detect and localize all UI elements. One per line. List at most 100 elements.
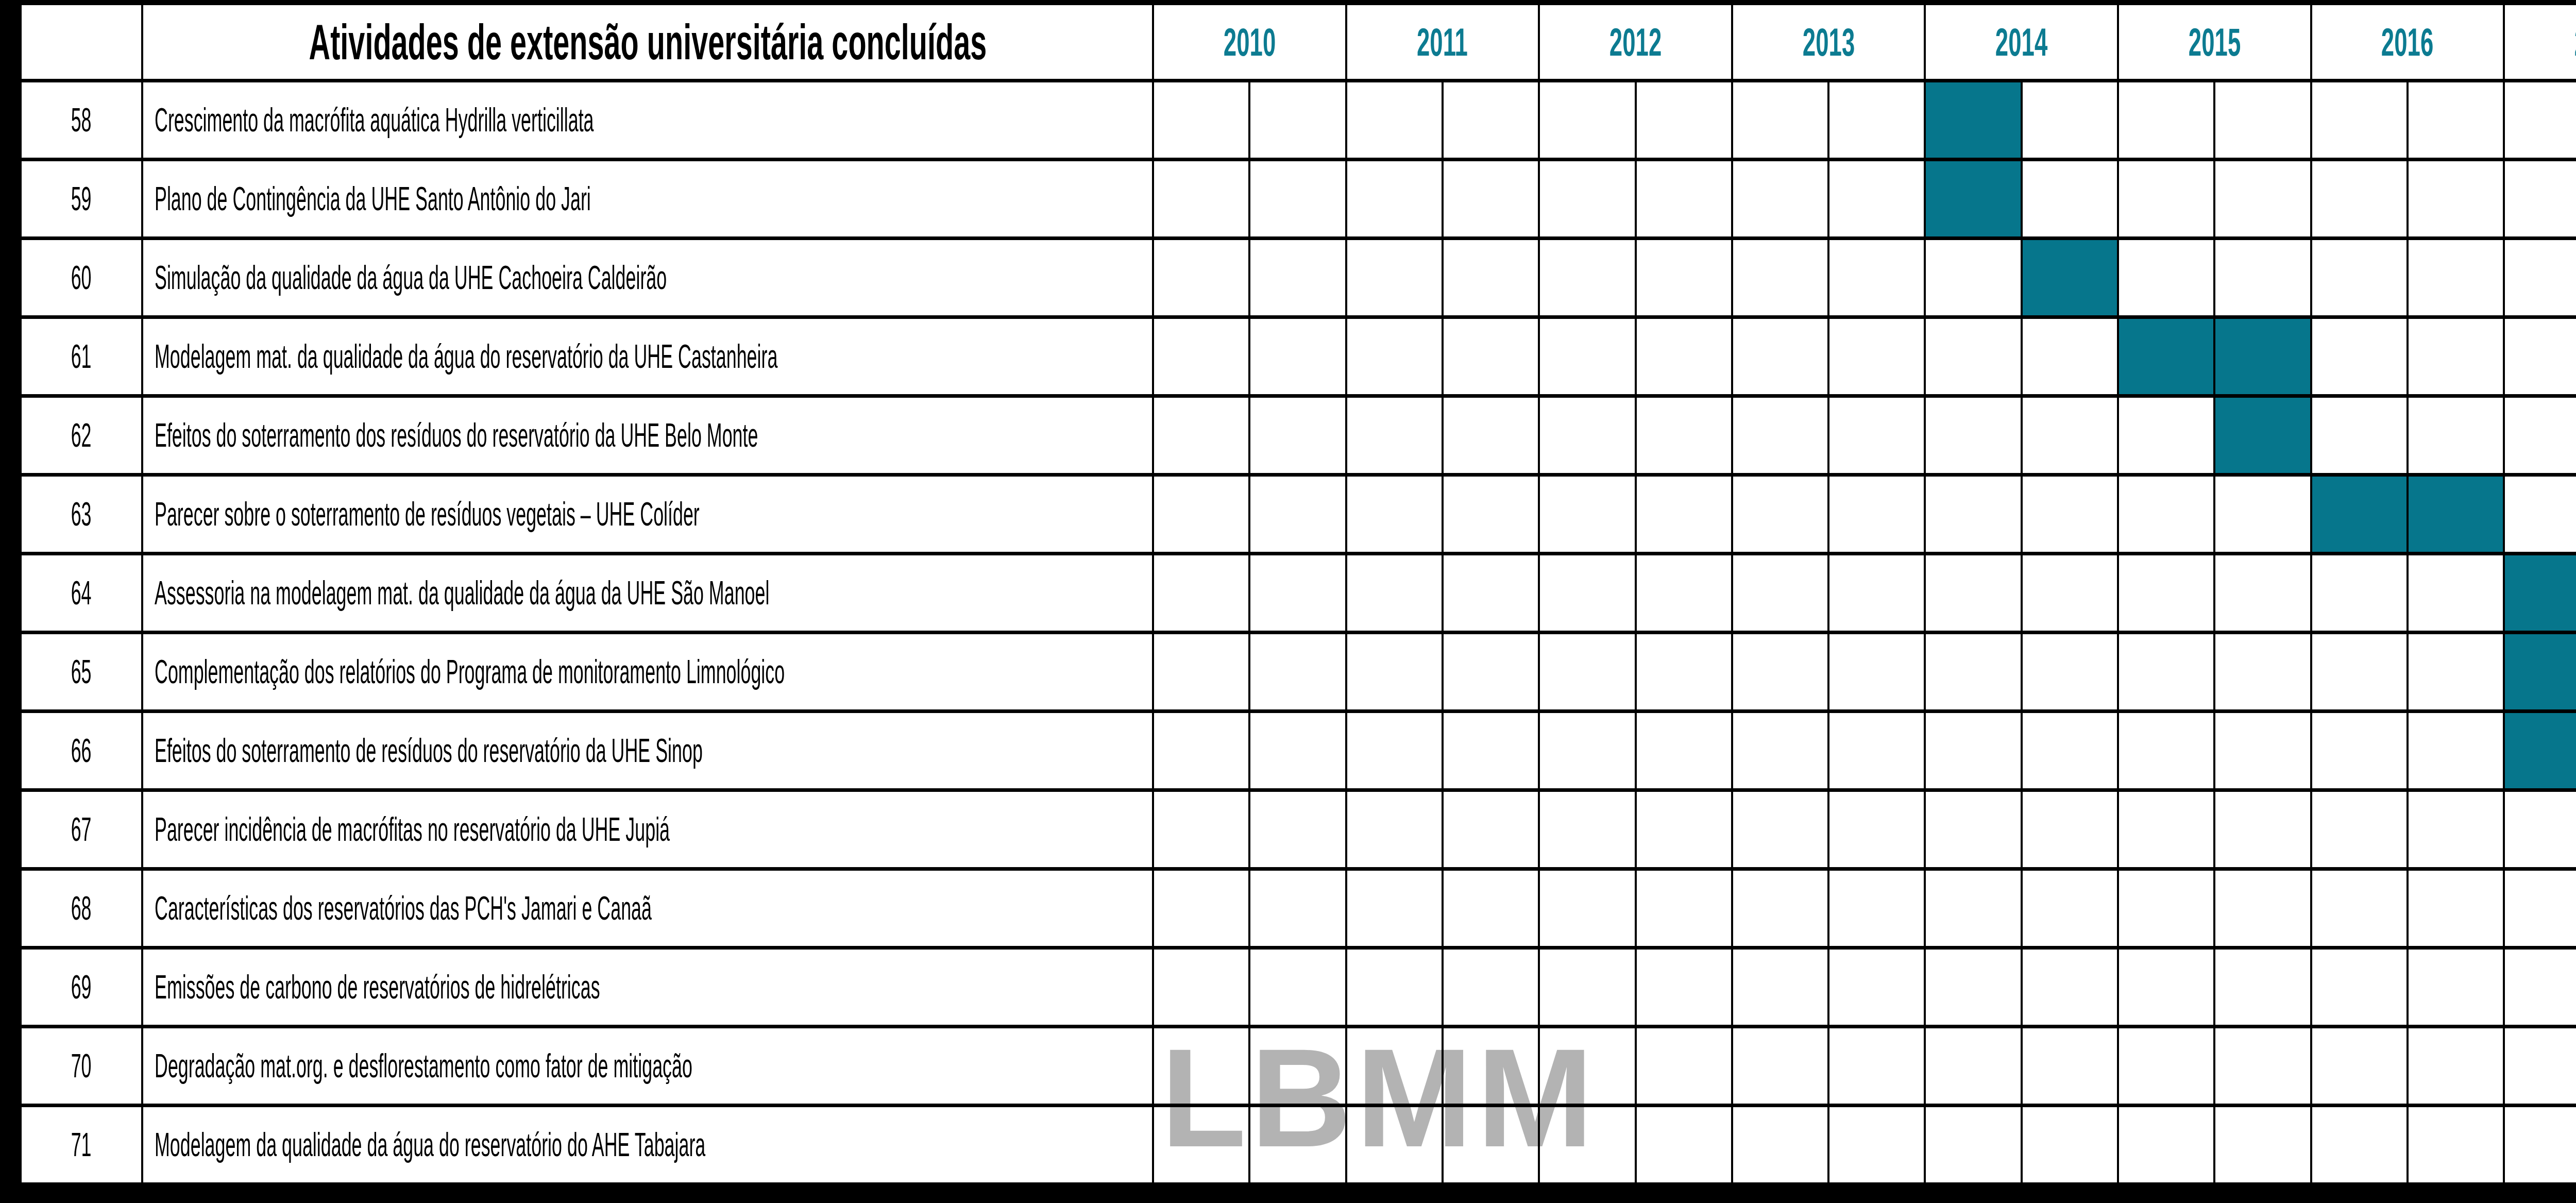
gantt-cell-2011-H2 [1444, 161, 1540, 240]
gantt-cell-2014-H2 [2023, 319, 2119, 398]
gantt-cell-2011-H1 [1347, 555, 1444, 634]
gantt-cell-2015-H1 [2119, 555, 2215, 634]
gantt-cell-filled-2017-H1 [2505, 713, 2576, 792]
gantt-cell-2017-H1 [2505, 82, 2576, 161]
gantt-cell-2017-H1 [2505, 1107, 2576, 1186]
gantt-cell-2014-H2 [2023, 82, 2119, 161]
row-number-label: 65 [71, 655, 92, 688]
gantt-cell-2012-H1 [1540, 82, 1636, 161]
gantt-cell-2012-H1 [1540, 161, 1636, 240]
gantt-cell-2010-H2 [1250, 1107, 1347, 1186]
gantt-cell-2015-H2 [2215, 634, 2312, 713]
gantt-cell-2016-H1 [2312, 871, 2409, 950]
gantt-cell-2011-H2 [1444, 398, 1540, 477]
activity-label-label: Degradação mat.org. e desflorestamento c… [155, 1049, 692, 1082]
gantt-cell-2014-H2 [2023, 713, 2119, 792]
gantt-cell-filled-2015-H2 [2215, 398, 2312, 477]
gantt-cell-filled-2016-H1 [2312, 477, 2409, 555]
activity-label: Crescimento da macrófita aquática Hydril… [143, 82, 1154, 161]
gantt-cell-2014-H1 [1926, 792, 2022, 871]
table-title-label: Atividades de extensão universitária con… [309, 18, 987, 67]
gantt-cell-2011-H1 [1347, 319, 1444, 398]
gantt-cell-2017-H1 [2505, 1028, 2576, 1107]
gantt-cell-2010-H2 [1250, 319, 1347, 398]
gantt-cell-2010-H1 [1154, 555, 1250, 634]
table-title: Atividades de extensão universitária con… [143, 5, 1154, 82]
gantt-cell-2012-H1 [1540, 1028, 1636, 1107]
year-header-2013: 2013 [1733, 5, 1926, 82]
gantt-cell-2013-H1 [1733, 477, 1829, 555]
gantt-cell-filled-2015-H1 [2119, 319, 2215, 398]
gantt-cell-2017-H1 [2505, 398, 2576, 477]
gantt-cell-2013-H2 [1829, 1107, 1926, 1186]
gantt-cell-filled-2015-H2 [2215, 319, 2312, 398]
gantt-cell-2012-H2 [1637, 1028, 1733, 1107]
gantt-cell-2014-H2 [2023, 871, 2119, 950]
gantt-cell-2014-H1 [1926, 240, 2022, 319]
year-header-2012: 2012 [1540, 5, 1733, 82]
gantt-cell-2016-H2 [2409, 950, 2505, 1028]
gantt-cell-2017-H1 [2505, 319, 2576, 398]
row-number: 62 [22, 398, 143, 477]
row-number-label: 71 [71, 1128, 92, 1161]
gantt-cell-2012-H2 [1637, 319, 1733, 398]
row-number: 68 [22, 871, 143, 950]
gantt-cell-2017-H1 [2505, 871, 2576, 950]
gantt-cell-2015-H1 [2119, 950, 2215, 1028]
activity-label: Modelagem mat. da qualidade da água do r… [143, 319, 1154, 398]
gantt-cell-2016-H1 [2312, 950, 2409, 1028]
year-header-2014: 2014 [1926, 5, 2119, 82]
gantt-cell-2010-H1 [1154, 1028, 1250, 1107]
gantt-cell-2012-H2 [1637, 634, 1733, 713]
gantt-cell-2015-H2 [2215, 713, 2312, 792]
gantt-cell-2012-H1 [1540, 713, 1636, 792]
gantt-cell-2012-H1 [1540, 477, 1636, 555]
gantt-cell-2014-H1 [1926, 555, 2022, 634]
gantt-cell-2014-H2 [2023, 1107, 2119, 1186]
gantt-cell-2014-H2 [2023, 161, 2119, 240]
row-number-label: 70 [71, 1049, 92, 1082]
activity-label: Simulação da qualidade da água da UHE Ca… [143, 240, 1154, 319]
gantt-cell-2010-H2 [1250, 240, 1347, 319]
gantt-cell-2016-H1 [2312, 555, 2409, 634]
gantt-cell-2010-H2 [1250, 82, 1347, 161]
gantt-cell-2016-H2 [2409, 1107, 2505, 1186]
gantt-cell-2015-H1 [2119, 713, 2215, 792]
gantt-cell-2011-H2 [1444, 1028, 1540, 1107]
gantt-cell-2015-H1 [2119, 398, 2215, 477]
gantt-cell-2015-H1 [2119, 792, 2215, 871]
year-header-2014-label: 2014 [1995, 23, 2047, 62]
gantt-cell-2011-H2 [1444, 950, 1540, 1028]
gantt-cell-2013-H2 [1829, 398, 1926, 477]
gantt-cell-2012-H2 [1637, 240, 1733, 319]
activity-label-label: Efeitos do soterramento de resíduos do r… [155, 734, 703, 767]
gantt-cell-2011-H1 [1347, 634, 1444, 713]
gantt-cell-2012-H2 [1637, 950, 1733, 1028]
activity-label: Efeitos do soterramento de resíduos do r… [143, 713, 1154, 792]
gantt-cell-filled-2017-H1 [2505, 555, 2576, 634]
gantt-cell-2015-H2 [2215, 950, 2312, 1028]
gantt-cell-2016-H1 [2312, 1107, 2409, 1186]
row-number: 64 [22, 555, 143, 634]
gantt-cell-2011-H1 [1347, 161, 1444, 240]
year-header-2016: 2016 [2312, 5, 2505, 82]
gantt-cell-2012-H2 [1637, 82, 1733, 161]
gantt-cell-2016-H2 [2409, 792, 2505, 871]
year-header-2010: 2010 [1154, 5, 1347, 82]
gantt-cell-2017-H1 [2505, 240, 2576, 319]
row-number: 63 [22, 477, 143, 555]
gantt-grid: Atividades de extensão universitária con… [22, 5, 2576, 1186]
gantt-cell-2013-H2 [1829, 477, 1926, 555]
gantt-cell-2010-H1 [1154, 477, 1250, 555]
gantt-cell-2012-H2 [1637, 1107, 1733, 1186]
gantt-cell-2010-H1 [1154, 871, 1250, 950]
gantt-cell-2011-H2 [1444, 634, 1540, 713]
gantt-cell-2014-H1 [1926, 319, 2022, 398]
row-number: 58 [22, 82, 143, 161]
gantt-cell-2011-H1 [1347, 792, 1444, 871]
activity-label-label: Características dos reservatórios das PC… [155, 892, 652, 925]
gantt-cell-2015-H1 [2119, 634, 2215, 713]
gantt-cell-2010-H2 [1250, 477, 1347, 555]
gantt-cell-filled-2014-H2 [2023, 240, 2119, 319]
row-number-label: 59 [71, 182, 92, 215]
